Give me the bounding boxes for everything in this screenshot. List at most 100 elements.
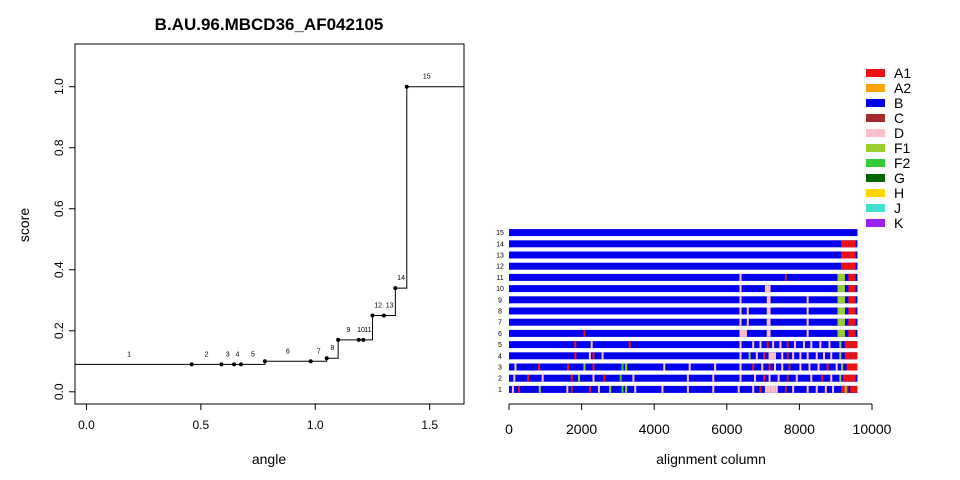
alignment-segment — [768, 363, 771, 371]
alignment-segment — [754, 374, 757, 382]
alignment-segment — [806, 296, 809, 304]
legend-swatch — [866, 189, 885, 197]
alignment-row — [509, 273, 858, 281]
y-tick-label: 0.2 — [52, 322, 66, 339]
alignment-segment — [848, 251, 856, 259]
score-point — [370, 313, 375, 318]
legend-label: F1 — [894, 140, 911, 156]
alignment-segment — [837, 329, 843, 337]
point-label: 11 — [364, 327, 371, 334]
point-label: 4 — [236, 351, 240, 358]
alignment-x-axis-label: alignment column — [656, 451, 766, 467]
alignment-segment — [850, 341, 858, 349]
alignment-segment — [514, 363, 517, 371]
alignment-segment — [852, 363, 858, 371]
score-point — [356, 337, 361, 342]
alignment-segment — [848, 329, 856, 337]
alignment-segment — [788, 363, 791, 371]
alignment-segment — [766, 318, 769, 326]
point-label: 6 — [286, 348, 290, 355]
alignment-segment — [815, 385, 818, 393]
alignment-segment — [786, 374, 789, 382]
alignment-segment — [841, 251, 849, 259]
alignment-segment — [688, 363, 691, 371]
alignment-segment — [577, 374, 580, 382]
alignment-segment — [625, 385, 628, 393]
alignment-segment — [810, 341, 813, 349]
alignment-segment — [848, 296, 856, 304]
alignment-segment — [746, 307, 749, 315]
x-tick-label: 0 — [505, 421, 513, 437]
alignment-segment — [583, 363, 586, 371]
alignment-segment — [839, 341, 842, 349]
alignment-segment — [848, 307, 856, 315]
alignment-segment — [513, 374, 516, 382]
row-label: 5 — [498, 342, 502, 349]
alignment-segment — [821, 374, 824, 382]
alignment-segment — [842, 374, 849, 382]
alignment-segment — [848, 262, 856, 270]
legend-label: B — [894, 95, 903, 111]
alignment-segment — [842, 329, 845, 337]
row-label: 8 — [498, 309, 502, 316]
alignment-segment — [763, 374, 766, 382]
alignment-row — [509, 229, 858, 237]
alignment-segment — [806, 352, 809, 360]
alignment-segment — [739, 318, 742, 326]
alignment-segment — [527, 374, 530, 382]
alignment-segment — [781, 352, 784, 360]
score-point — [336, 337, 341, 342]
alignment-row — [509, 363, 858, 371]
alignment-segment — [786, 352, 789, 360]
plot-frame — [74, 43, 465, 405]
alignment-segment — [806, 318, 809, 326]
legend-label: A1 — [894, 65, 911, 81]
alignment-segment — [842, 296, 845, 304]
alignment-row — [509, 385, 858, 393]
alignment-segment — [567, 363, 570, 371]
alignment-segment — [761, 363, 764, 371]
alignment-segment — [835, 363, 838, 371]
alignment-segment — [566, 385, 569, 393]
row-label: 6 — [498, 331, 502, 338]
legend-swatch — [866, 129, 885, 137]
alignment-segment — [752, 341, 755, 349]
legend-swatch — [866, 84, 885, 92]
legend-swatch — [866, 69, 885, 77]
alignment-segment — [739, 285, 742, 293]
alignment-segment — [819, 341, 822, 349]
score-point — [308, 359, 313, 364]
alignment-segment — [810, 374, 813, 382]
alignment-segment — [518, 385, 521, 393]
alignment-segment — [822, 352, 825, 360]
alignment-segment — [759, 385, 762, 393]
alignment-segment — [772, 341, 775, 349]
y-axis-label: score — [16, 208, 32, 242]
score-point — [232, 362, 237, 367]
score-point — [262, 359, 267, 364]
alignment-row — [509, 262, 858, 270]
legend-label: K — [894, 215, 904, 231]
alignment-segment — [541, 374, 544, 382]
row-label: 12 — [496, 264, 504, 271]
alignment-segment — [837, 296, 843, 304]
legend-swatch — [866, 174, 885, 182]
alignment-segment — [755, 352, 758, 360]
alignment-segment — [844, 341, 851, 349]
chart-title: B.AU.96.MBCD36_AF042105 — [155, 15, 384, 34]
alignment-segment — [712, 385, 715, 393]
legend-label: F2 — [894, 155, 911, 171]
alignment-segment — [739, 296, 742, 304]
alignment-segment — [748, 352, 751, 360]
alignment-segment — [621, 363, 624, 371]
alignment-row — [509, 296, 858, 304]
alignment-segment — [792, 385, 795, 393]
alignment-segment — [824, 385, 827, 393]
alignment-segment — [837, 285, 843, 293]
y-tick-label: 0.6 — [52, 200, 66, 217]
alignment-segment — [781, 363, 784, 371]
row-label: 13 — [496, 253, 504, 260]
alignment-row — [509, 329, 858, 337]
alignment-segment — [739, 374, 742, 382]
